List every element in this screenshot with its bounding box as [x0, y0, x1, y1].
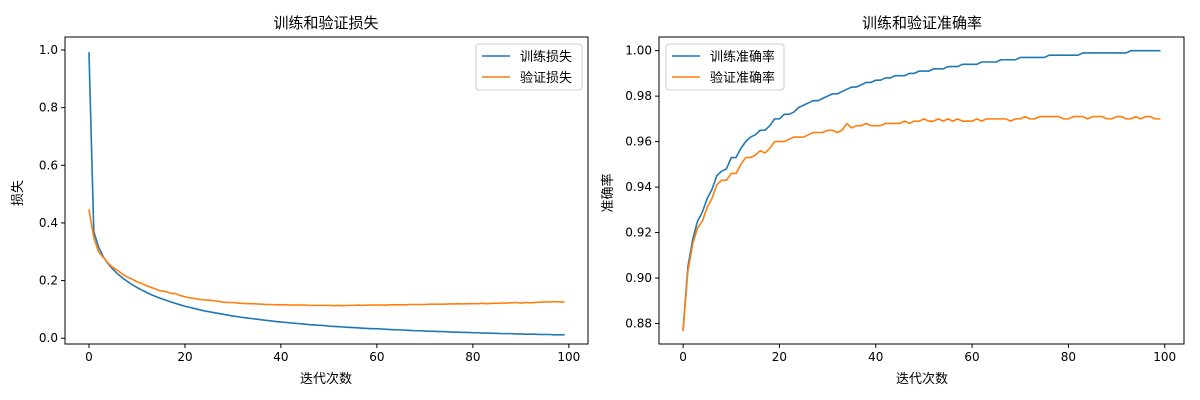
accuracy-chart-y-tick-label: 0.92 [625, 226, 652, 240]
loss-chart-y-tick-label: 1.0 [39, 43, 58, 57]
accuracy-chart-y-tick-label: 0.96 [625, 135, 652, 149]
loss-chart-y-tick-label: 0.6 [39, 158, 58, 172]
loss-chart-x-tick-label: 40 [273, 350, 288, 364]
loss-chart: 训练和验证损失 迭代次数 损失 0 20 40 60 80 100 0.0 0.2 0.4 0.6… [11, 14, 589, 387]
accuracy-chart-y-tick-label: 0.94 [625, 180, 652, 194]
accuracy-chart-y-tick-label: 0.88 [625, 317, 652, 331]
loss-chart-x-tick-label: 60 [369, 350, 384, 364]
loss-chart-x-tick-label: 80 [465, 350, 480, 364]
accuracy-chart-legend-label-2: 验证准确率 [710, 70, 775, 86]
accuracy-chart-legend-label-1: 训练准确率 [710, 49, 775, 65]
loss-chart-series-line-1 [88, 52, 565, 336]
loss-chart-plot-frame [64, 36, 589, 345]
accuracy-chart-y-tick-label: 1.00 [625, 44, 652, 58]
loss-chart-title: 训练和验证损失 [273, 14, 378, 32]
accuracy-chart-x-tick-label: 0 [679, 350, 687, 364]
loss-chart-y-axis-label: 损失 [11, 180, 26, 206]
accuracy-chart-title: 训练和验证准确率 [862, 14, 982, 32]
loss-chart-legend-label-1: 训练损失 [520, 50, 572, 65]
loss-chart-x-axis-label: 迭代次数 [300, 371, 352, 387]
accuracy-chart-y-tick-label: 0.90 [625, 271, 652, 285]
accuracy-chart-series-line-2 [682, 115, 1161, 332]
loss-chart-legend-label-2: 验证损失 [520, 70, 572, 86]
accuracy-chart-x-tick-label: 20 [772, 350, 787, 364]
accuracy-chart-series-line-1 [682, 49, 1161, 332]
loss-chart-y-tick-label: 0.2 [39, 274, 58, 288]
loss-chart-x-tick-label: 20 [177, 350, 192, 364]
loss-chart-y-tick-label: 0.8 [39, 101, 58, 115]
accuracy-chart-x-axis-label: 迭代次数 [896, 371, 948, 387]
loss-chart-y-tick-label: 0.4 [39, 216, 58, 230]
accuracy-chart: 训练和验证准确率 迭代次数 准确率 0 20 40 60 80 100 0.88 0.90 0.… [600, 14, 1185, 387]
accuracy-chart-x-tick-label: 40 [868, 350, 883, 364]
accuracy-chart-x-tick-label: 100 [1153, 350, 1176, 364]
loss-chart-x-tick-label: 0 [85, 350, 93, 364]
accuracy-chart-x-tick-label: 80 [1061, 350, 1076, 364]
accuracy-chart-y-axis-label: 准确率 [600, 173, 616, 212]
loss-chart-series-line-2 [88, 209, 565, 307]
loss-chart-x-tick-label: 100 [557, 350, 580, 364]
accuracy-chart-x-tick-label: 60 [964, 350, 979, 364]
accuracy-chart-y-tick-label: 0.98 [625, 89, 652, 103]
loss-chart-y-tick-label: 0.0 [39, 331, 58, 345]
accuracy-chart-plot-frame [658, 36, 1185, 345]
